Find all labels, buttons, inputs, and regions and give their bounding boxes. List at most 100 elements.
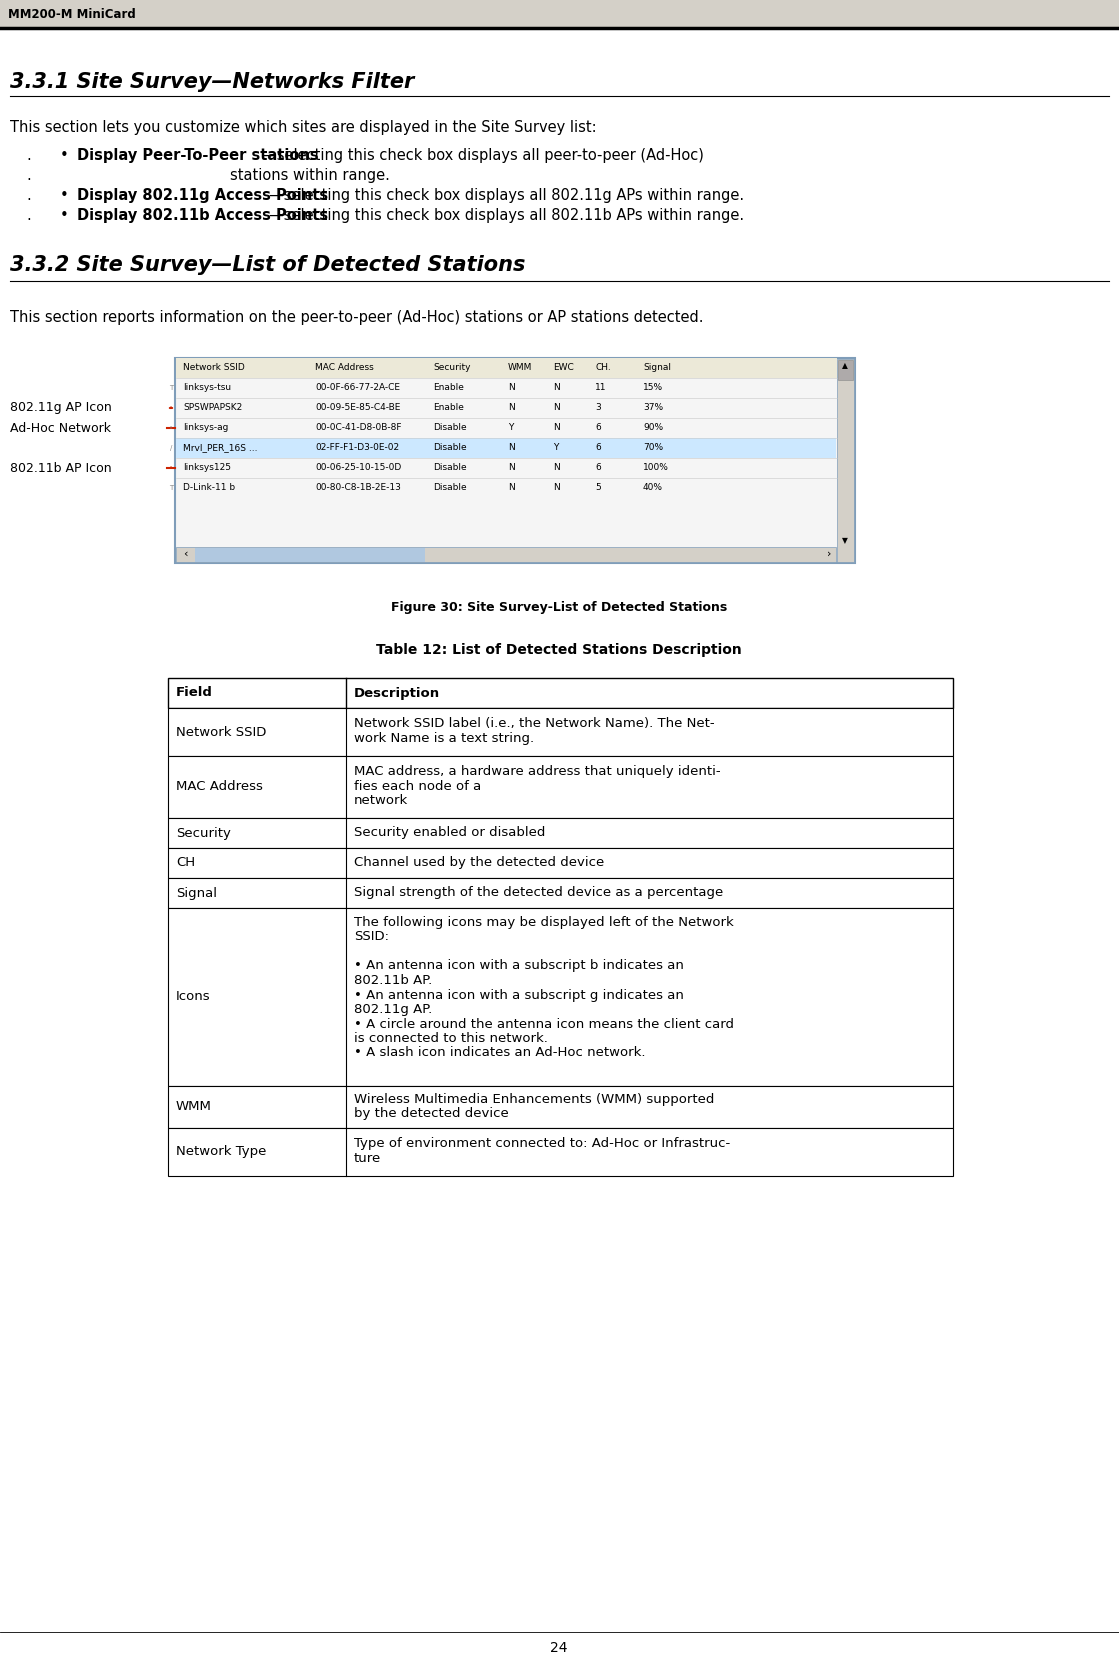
Text: •: • <box>60 208 68 223</box>
Text: Ad-Hoc Network: Ad-Hoc Network <box>10 422 111 434</box>
Text: Figure 30: Site Survey-List of Detected Stations: Figure 30: Site Survey-List of Detected … <box>391 602 727 613</box>
Text: N: N <box>508 484 515 492</box>
Text: N: N <box>508 404 515 412</box>
Bar <box>837 359 854 562</box>
Text: N: N <box>553 384 560 392</box>
Text: T: T <box>169 485 173 490</box>
Text: Mrvl_PER_16S ...: Mrvl_PER_16S ... <box>184 444 257 452</box>
Text: • A circle around the antenna icon means the client card: • A circle around the antenna icon means… <box>354 1017 734 1030</box>
Text: CH.: CH. <box>595 364 611 372</box>
Text: Channel used by the detected device: Channel used by the detected device <box>354 856 604 869</box>
Text: Icons: Icons <box>176 991 210 1004</box>
Bar <box>195 548 425 562</box>
Text: 37%: 37% <box>643 404 664 412</box>
Text: stations within range.: stations within range. <box>231 168 389 183</box>
Text: Display 802.11b Access Points: Display 802.11b Access Points <box>77 208 328 223</box>
Text: Network Type: Network Type <box>176 1145 266 1158</box>
Text: —selecting this check box displays all peer-to-peer (Ad-Hoc): —selecting this check box displays all p… <box>262 148 704 163</box>
Text: Description: Description <box>354 686 440 700</box>
Text: MAC Address: MAC Address <box>316 364 374 372</box>
Bar <box>168 818 953 848</box>
Text: N: N <box>553 464 560 472</box>
Bar <box>838 361 853 381</box>
Text: The following icons may be displayed left of the Network: The following icons may be displayed lef… <box>354 916 734 929</box>
Text: —selecting this check box displays all 802.11b APs within range.: —selecting this check box displays all 8… <box>269 208 744 223</box>
Text: This section reports information on the peer-to-peer (Ad-Hoc) stations or AP sta: This section reports information on the … <box>10 311 704 326</box>
Text: 00-09-5E-85-C4-BE: 00-09-5E-85-C4-BE <box>316 404 401 412</box>
Text: MAC address, a hardware address that uniquely identi-: MAC address, a hardware address that uni… <box>354 765 721 778</box>
Text: 00-06-25-10-15-0D: 00-06-25-10-15-0D <box>316 464 402 472</box>
Text: ◦: ◦ <box>169 425 173 430</box>
Bar <box>168 878 953 907</box>
Bar <box>176 357 837 377</box>
Text: N: N <box>508 464 515 472</box>
Text: Signal: Signal <box>176 886 217 899</box>
Text: Table 12: List of Detected Stations Description: Table 12: List of Detected Stations Desc… <box>376 643 742 656</box>
Text: 11: 11 <box>595 384 606 392</box>
Text: work Name is a text string.: work Name is a text string. <box>354 731 534 745</box>
Text: T: T <box>169 386 173 391</box>
Text: 802.11b AP.: 802.11b AP. <box>354 974 432 987</box>
Text: Security: Security <box>433 364 470 372</box>
Text: CH: CH <box>176 856 195 869</box>
Bar <box>0 0 1119 28</box>
Text: N: N <box>508 444 515 452</box>
Text: ◦: ◦ <box>169 465 173 470</box>
Text: linksys125: linksys125 <box>184 464 231 472</box>
Text: Signal strength of the detected device as a percentage: Signal strength of the detected device a… <box>354 886 723 899</box>
Text: 00-0F-66-77-2A-CE: 00-0F-66-77-2A-CE <box>316 384 399 392</box>
Text: 24: 24 <box>551 1640 567 1655</box>
Text: ‹: ‹ <box>184 548 188 558</box>
Text: Disable: Disable <box>433 484 467 492</box>
Text: Enable: Enable <box>433 404 464 412</box>
Text: 70%: 70% <box>643 444 664 452</box>
Text: 6: 6 <box>595 464 601 472</box>
Text: 15%: 15% <box>643 384 664 392</box>
Text: .: . <box>26 148 30 163</box>
Text: D-Link-11 b: D-Link-11 b <box>184 484 235 492</box>
Text: /: / <box>170 445 172 450</box>
Text: N: N <box>553 404 560 412</box>
Text: N: N <box>508 384 515 392</box>
Text: —selecting this check box displays all 802.11g APs within range.: —selecting this check box displays all 8… <box>269 188 744 203</box>
Text: .: . <box>26 208 30 223</box>
Text: by the detected device: by the detected device <box>354 1107 509 1120</box>
Text: 02-FF-F1-D3-0E-02: 02-FF-F1-D3-0E-02 <box>316 444 399 452</box>
Text: Security enabled or disabled: Security enabled or disabled <box>354 826 545 839</box>
Bar <box>168 1128 953 1177</box>
Text: ›: › <box>827 548 831 558</box>
Text: ▼: ▼ <box>843 537 848 545</box>
Bar <box>168 1085 953 1128</box>
Text: .: . <box>26 168 30 183</box>
Bar <box>175 357 855 563</box>
Text: SPSWPAPSK2: SPSWPAPSK2 <box>184 404 242 412</box>
Text: Network SSID: Network SSID <box>184 364 245 372</box>
Text: N: N <box>553 484 560 492</box>
Text: Network SSID: Network SSID <box>176 726 266 738</box>
Text: Security: Security <box>176 826 231 839</box>
Text: Display Peer-To-Peer stations: Display Peer-To-Peer stations <box>77 148 319 163</box>
Text: WMM: WMM <box>176 1100 211 1114</box>
Text: ture: ture <box>354 1152 382 1165</box>
Text: 802.11g AP Icon: 802.11g AP Icon <box>10 402 112 414</box>
Text: •: • <box>60 188 68 203</box>
Text: 40%: 40% <box>643 484 662 492</box>
Text: SSID:: SSID: <box>354 931 389 944</box>
Text: linksys-ag: linksys-ag <box>184 424 228 432</box>
Text: Type of environment connected to: Ad-Hoc or Infrastruc-: Type of environment connected to: Ad-Hoc… <box>354 1137 731 1150</box>
Text: 6: 6 <box>595 424 601 432</box>
Text: 3.3.2 Site Survey—List of Detected Stations: 3.3.2 Site Survey—List of Detected Stati… <box>10 254 526 274</box>
Text: 802.11g AP.: 802.11g AP. <box>354 1002 432 1015</box>
Text: Disable: Disable <box>433 444 467 452</box>
Text: Wireless Multimedia Enhancements (WMM) supported: Wireless Multimedia Enhancements (WMM) s… <box>354 1092 714 1105</box>
Bar <box>168 848 953 878</box>
Text: N: N <box>553 424 560 432</box>
Text: is connected to this network.: is connected to this network. <box>354 1032 548 1045</box>
Bar <box>168 708 953 756</box>
Text: ◦: ◦ <box>169 406 173 411</box>
Text: •: • <box>60 148 68 163</box>
Text: 00-80-C8-1B-2E-13: 00-80-C8-1B-2E-13 <box>316 484 401 492</box>
Text: 3.3.1 Site Survey—Networks Filter: 3.3.1 Site Survey—Networks Filter <box>10 71 414 91</box>
Text: MM200-M MiniCard: MM200-M MiniCard <box>8 8 135 20</box>
Text: • An antenna icon with a subscript g indicates an: • An antenna icon with a subscript g ind… <box>354 989 684 1002</box>
